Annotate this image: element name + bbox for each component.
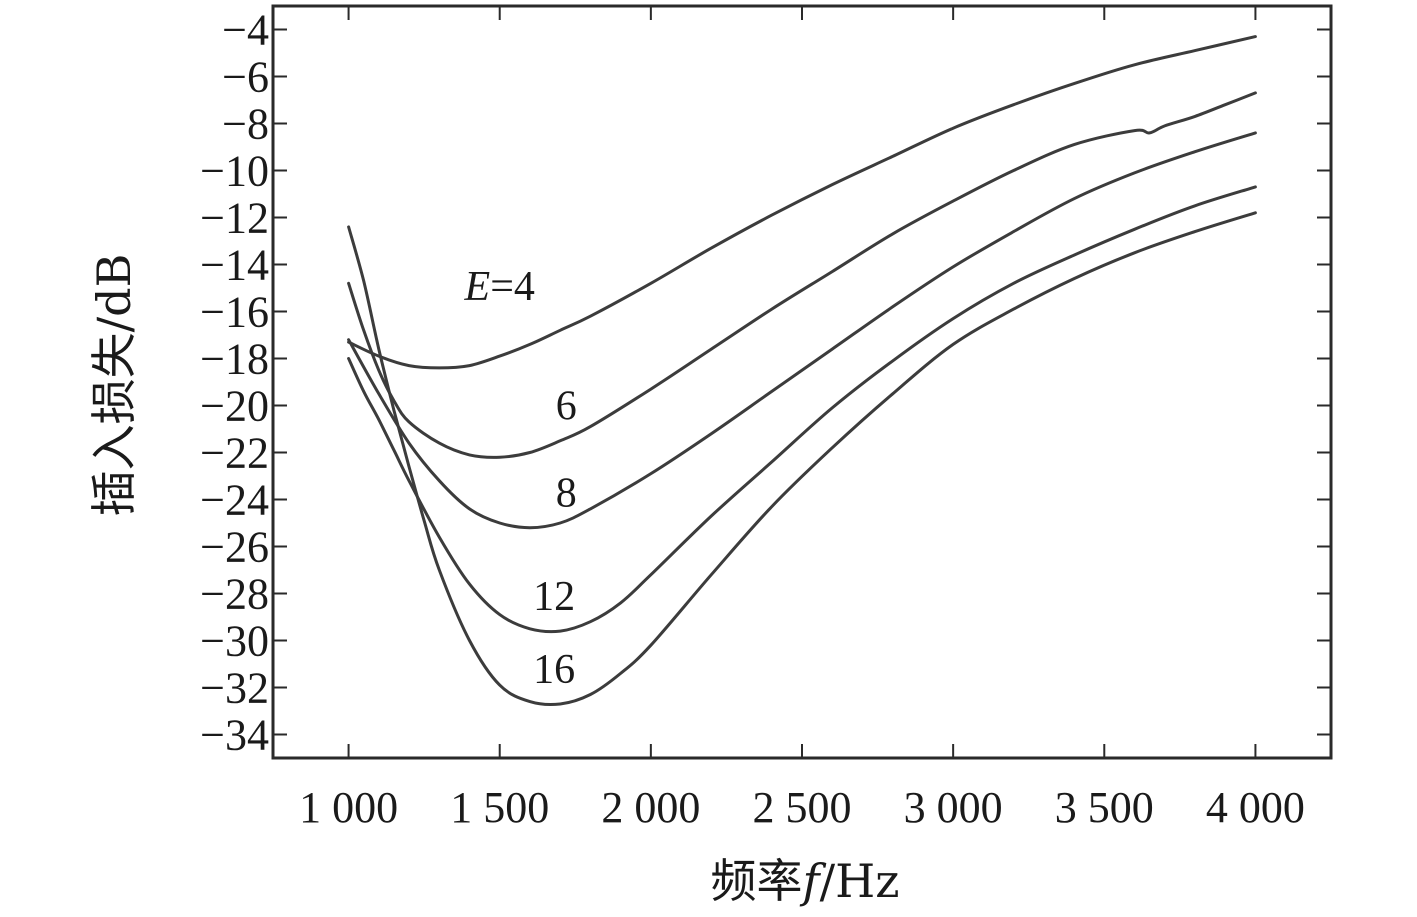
y-tick-label: −20	[200, 382, 269, 431]
y-axis-label: 插入损失/dB	[87, 254, 141, 517]
y-tick-label: −14	[200, 241, 269, 290]
axis-ticks	[273, 6, 1331, 758]
x-tick-label: 3 500	[1055, 783, 1154, 832]
x-tick-labels: 1 000 1 500 2 000 2 500 3 000 3 500 4 000	[299, 783, 1305, 832]
y-tick-label: −6	[222, 53, 269, 102]
series-label-1: 6	[556, 384, 577, 430]
y-tick-label: −26	[200, 523, 269, 572]
x-tick-label: 4 000	[1206, 783, 1305, 832]
y-tick-label: −30	[200, 617, 269, 666]
y-tick-label: −8	[222, 100, 269, 149]
series-label-0: E=4	[464, 264, 535, 310]
x-tick-label: 1 500	[450, 783, 549, 832]
series-line-1	[347, 91, 1257, 459]
series-line-3	[347, 185, 1257, 634]
series-label-value: 6	[556, 384, 577, 430]
y-tick-label: −10	[200, 147, 269, 196]
series-label-4: 16	[533, 647, 575, 693]
x-tick-label: 2 500	[753, 783, 852, 832]
x-axis-label: 频率f/Hz	[711, 854, 900, 908]
series-labels: E=4 6 8 12 16	[464, 264, 577, 693]
series-line-0	[347, 35, 1257, 370]
series-label-value: 8	[556, 471, 577, 517]
series-label-value: =4	[490, 264, 535, 310]
series-line-4	[347, 211, 1257, 707]
y-tick-label: −4	[222, 6, 269, 55]
y-tick-label: −32	[200, 664, 269, 713]
x-tick-label: 3 000	[904, 783, 1003, 832]
y-tick-label: −22	[200, 429, 269, 478]
x-tick-label: 2 000	[601, 783, 700, 832]
y-tick-label: −24	[200, 476, 269, 525]
y-tick-label: −28	[200, 570, 269, 619]
series-label-2: 8	[556, 471, 577, 517]
series-label-value: 12	[533, 574, 575, 620]
x-tick-label: 1 000	[299, 783, 398, 832]
series-label-value: 16	[533, 647, 575, 693]
y-tick-label: −16	[200, 288, 269, 337]
y-tick-label: −34	[200, 711, 269, 760]
plot-frame	[271, 4, 1333, 760]
series-label-var: E	[464, 264, 491, 310]
y-tick-label: −12	[200, 194, 269, 243]
y-tick-label: −18	[200, 335, 269, 384]
series-line-2	[347, 131, 1257, 530]
series-lines	[347, 35, 1257, 707]
x-axis-label-prefix: 频率	[711, 854, 803, 908]
series-label-3: 12	[533, 574, 575, 620]
y-tick-labels: −4−6−8−10−12−14−16−18−20−22−24−26−28−30−…	[200, 6, 269, 760]
x-axis-label-suffix: /Hz	[820, 854, 900, 908]
